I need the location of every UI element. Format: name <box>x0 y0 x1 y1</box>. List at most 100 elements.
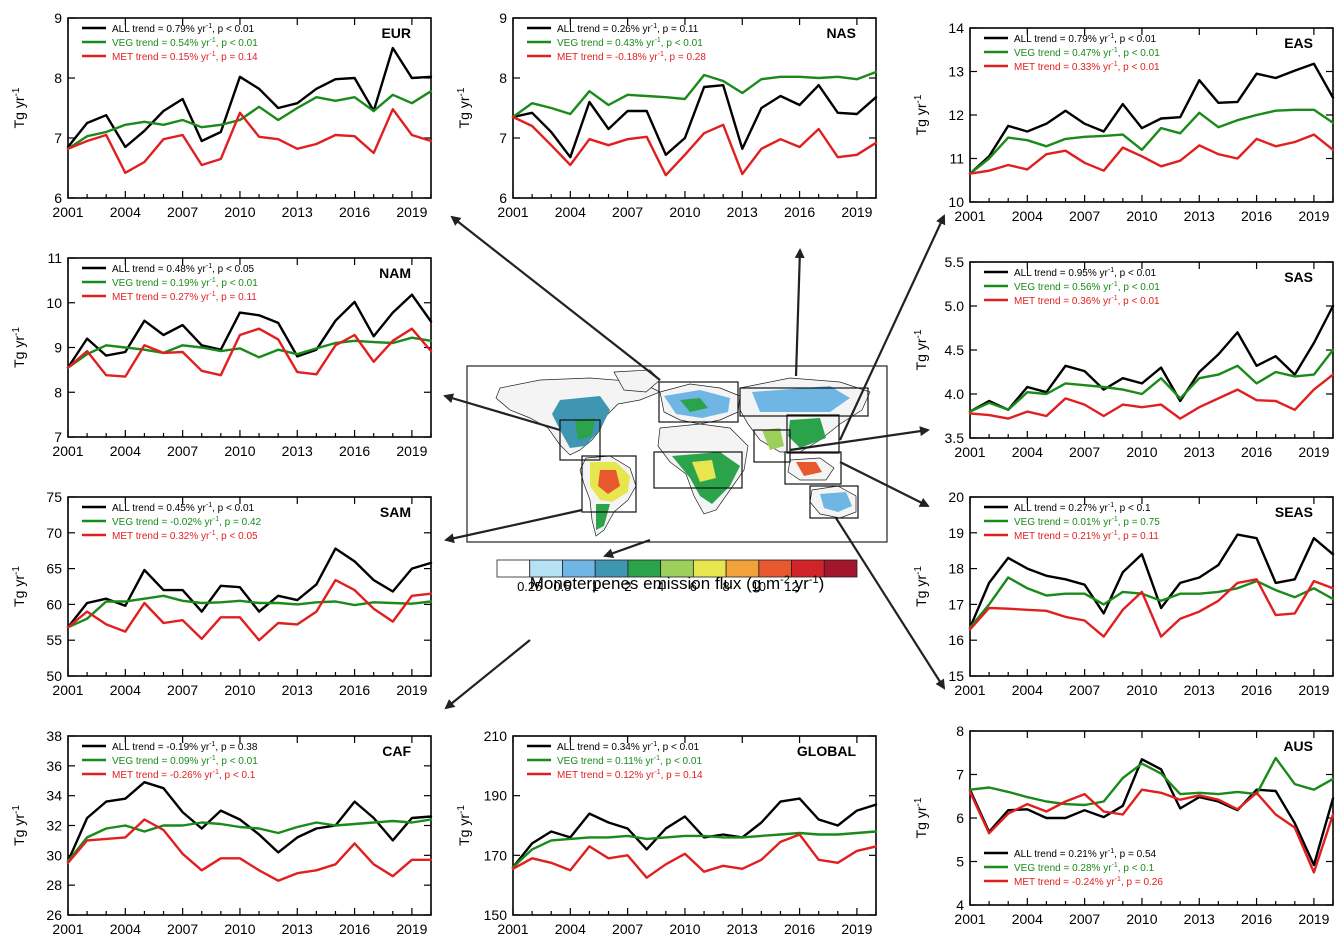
x-tick-label: 2007 <box>167 921 198 937</box>
series-line-veg <box>66 89 433 151</box>
x-tick-label: 2016 <box>1241 911 1272 927</box>
chart-panel-global: 150 170 190 210 2001 2004 2007 2010 2013 2016 2019… <box>456 728 878 937</box>
x-tick-label: 2019 <box>1298 911 1329 927</box>
legend-entry-met: MET trend = 0.33% yr-1, p < 0.01 <box>1014 61 1160 73</box>
series-line-veg <box>968 348 1335 413</box>
legend-entry-veg: VEG trend = 0.47% yr-1, p < 0.01 <box>1014 47 1160 59</box>
colorbar-tick-label: 1 <box>592 579 599 594</box>
y-tick-label: 4 <box>956 897 964 913</box>
series-line-met <box>968 133 1335 175</box>
africa-vegetation-high <box>692 460 716 482</box>
region-box-eur <box>658 381 739 423</box>
x-tick-label: 2004 <box>1012 911 1043 927</box>
x-tick-label: 2004 <box>110 204 141 220</box>
y-tick-label: 7 <box>54 130 62 146</box>
legend-entry-all: ALL trend = 0.27% yr-1, p < 0.1 <box>1014 502 1151 514</box>
x-tick-label: 2016 <box>1241 208 1272 224</box>
x-tick-label: 2001 <box>954 208 985 224</box>
colorbar-tick-label: 4 <box>657 579 664 594</box>
y-axis-label: Tg yr-1 <box>11 566 27 607</box>
y-tick-label: 210 <box>484 728 508 744</box>
legend-entry-all: ALL trend = 0.21% yr-1, p = 0.54 <box>1014 848 1157 860</box>
colorbar-title: Monoterpenes emission flux (g m-2 yr-1) <box>530 574 825 593</box>
se-asia-vegetation <box>796 462 822 476</box>
australia-vegetation <box>820 492 852 512</box>
south-america-vegetation-high <box>598 470 620 494</box>
x-tick-label: 2013 <box>282 921 313 937</box>
x-tick-label: 2010 <box>224 443 255 459</box>
region-label: SAS <box>1284 269 1313 285</box>
legend-entry-met: MET trend = -0.26% yr-1, p < 0.1 <box>112 769 256 781</box>
legend-entry-all: ALL trend = 0.45% yr-1, p < 0.01 <box>112 502 255 514</box>
series-line-veg <box>66 818 433 863</box>
legend-entry-all: ALL trend = 0.79% yr-1, p < 0.01 <box>1014 33 1157 45</box>
y-axis-label: Tg yr-1 <box>456 87 472 128</box>
region-label: EAS <box>1284 35 1313 51</box>
x-tick-label: 2004 <box>555 204 586 220</box>
y-tick-label: 9 <box>54 10 62 26</box>
y-tick-label: 8 <box>499 70 507 86</box>
series-line-veg <box>968 756 1335 807</box>
series-line-met <box>968 373 1335 420</box>
y-tick-label: 13 <box>948 64 964 80</box>
region-box-nas <box>739 387 869 417</box>
y-tick-label: 150 <box>484 907 508 923</box>
y-tick-label: 11 <box>47 250 62 266</box>
x-tick-label: 2013 <box>727 921 758 937</box>
x-tick-label: 2013 <box>727 204 758 220</box>
chart-panel-sas: 3.5 4.0 4.5 5.0 5.5 2001 2004 2007 2010 2013 2016 2… <box>913 254 1335 460</box>
y-tick-label: 14 <box>948 20 964 36</box>
x-tick-label: 2007 <box>1069 911 1100 927</box>
north-america-vegetation-high <box>575 418 595 440</box>
y-tick-label: 190 <box>484 788 508 804</box>
arrows-layer <box>443 214 946 710</box>
y-tick-label: 8 <box>54 384 62 400</box>
x-tick-label: 2001 <box>954 682 985 698</box>
europe-vegetation-high <box>680 398 708 412</box>
y-tick-label: 70 <box>46 525 62 541</box>
legend-entry-all: ALL trend = 0.95% yr-1, p < 0.01 <box>1014 267 1157 279</box>
x-tick-label: 2004 <box>1012 444 1043 460</box>
x-tick-label: 2010 <box>224 682 255 698</box>
arrow-to-eur <box>450 215 661 381</box>
region-box-sam <box>581 455 637 513</box>
y-tick-label: 10 <box>46 295 62 311</box>
y-tick-label: 6 <box>54 190 62 206</box>
y-tick-label: 75 <box>46 489 62 505</box>
series-line-veg <box>968 108 1335 175</box>
x-tick-label: 2010 <box>1126 911 1157 927</box>
arrow-to-sam <box>444 508 583 544</box>
y-tick-label: 32 <box>46 818 62 834</box>
arrow-to-seas <box>839 461 930 507</box>
world-map <box>466 365 888 543</box>
arrow-to-eas <box>839 214 946 441</box>
x-tick-label: 2013 <box>1184 444 1215 460</box>
x-tick-label: 2013 <box>282 204 313 220</box>
x-tick-label: 2001 <box>497 204 528 220</box>
y-tick-label: 28 <box>46 877 62 893</box>
series-line-all <box>511 797 878 869</box>
legend-entry-met: MET trend = 0.36% yr-1, p < 0.01 <box>1014 295 1160 307</box>
chart-panel-sam: 50 55 60 65 70 75 2001 2004 2007 2010 2013 2016 2019… <box>11 489 433 698</box>
series-line-met <box>968 578 1335 638</box>
plot-frame <box>969 496 1334 677</box>
series-line-veg <box>66 594 433 629</box>
south-america-vegetation-south <box>596 504 610 530</box>
y-tick-label: 4.0 <box>945 386 965 402</box>
x-tick-label: 2007 <box>612 921 643 937</box>
legend-entry-met: MET trend = 0.12% yr-1, p = 0.14 <box>557 769 703 781</box>
series-line-all <box>968 758 1335 867</box>
y-tick-label: 65 <box>46 561 62 577</box>
region-label: SAM <box>380 504 411 520</box>
y-tick-label: 17 <box>948 596 964 612</box>
y-tick-label: 16 <box>948 632 964 648</box>
x-tick-label: 2019 <box>396 921 427 937</box>
plot-frame <box>67 17 432 199</box>
colorbar: 0.25 0.5 1 2 4 6 8 10 12 <box>496 559 858 594</box>
x-tick-label: 2004 <box>555 921 586 937</box>
asia-vegetation-north <box>752 386 850 412</box>
colorbar-tick-label: 8 <box>722 579 729 594</box>
x-tick-label: 2019 <box>1298 682 1329 698</box>
x-tick-label: 2001 <box>954 911 985 927</box>
